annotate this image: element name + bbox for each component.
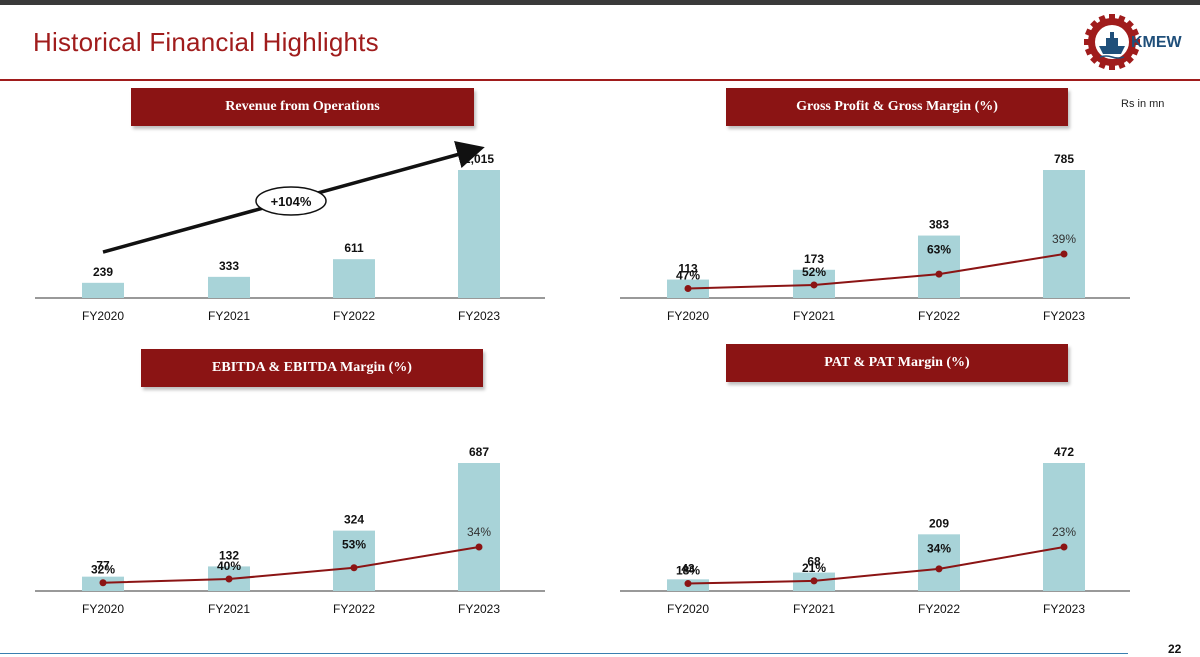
bar-value-label: 113: [678, 262, 698, 276]
margin-label: 18%: [676, 564, 700, 578]
top-bar: [0, 0, 1200, 5]
ship-icon: [1099, 32, 1125, 59]
logo-text: KMEW: [1131, 34, 1182, 51]
bar-value-label: 611: [344, 241, 364, 255]
margin-line: [687, 546, 1065, 585]
margin-point: [99, 579, 107, 587]
margin-label: 34%: [467, 525, 491, 539]
revenue-chart: FY2020 239 FY2021 333 FY2022 611 FY2023 2,015 +1…: [35, 141, 545, 323]
x-tick-label: FY2023: [1043, 309, 1085, 323]
bar-value-label: 324: [344, 513, 364, 527]
margin-label: 34%: [927, 541, 951, 555]
margin-line: [687, 253, 1065, 290]
bar-fy2023: [1043, 463, 1085, 591]
bar-value-label: 2,015: [464, 152, 494, 166]
bar-fy2022: [333, 530, 375, 591]
kmew-logo: [1084, 14, 1140, 70]
title-divider: [0, 79, 1200, 81]
x-tick-label: FY2023: [458, 309, 500, 323]
margin-label: 32%: [91, 563, 115, 577]
bar-value-label: 132: [219, 548, 239, 562]
x-tick-label: FY2021: [208, 602, 250, 616]
growth-label: +104%: [271, 194, 312, 209]
footer-divider: [0, 653, 1128, 654]
page-title: Historical Financial Highlights: [33, 27, 379, 57]
units-label: Rs in mn: [1121, 98, 1165, 110]
margin-label: 47%: [676, 269, 700, 283]
gross-profit-header: Gross Profit & Gross Margin (%): [726, 88, 1068, 126]
bar-value-label: 472: [1054, 445, 1074, 459]
bar-fy2023: [1043, 170, 1085, 298]
bar-fy2021: [208, 276, 250, 298]
bar-value-label: 173: [804, 252, 824, 266]
margin-point: [1060, 543, 1068, 551]
bar-value-label: 209: [929, 516, 949, 530]
growth-badge: [255, 186, 327, 216]
margin-point: [810, 577, 818, 585]
margin-point: [225, 575, 233, 583]
x-tick-label: FY2022: [918, 602, 960, 616]
bar-value-label: 43: [681, 561, 695, 575]
margin-point: [935, 270, 943, 278]
pat-header: PAT & PAT Margin (%): [726, 344, 1068, 382]
bar-value-label: 68: [807, 555, 821, 569]
bar-value-label: 239: [93, 265, 113, 279]
margin-label: 63%: [927, 243, 951, 257]
margin-point: [684, 580, 692, 588]
bar-value-label: 333: [219, 259, 239, 273]
margin-point: [1060, 250, 1068, 258]
margin-point: [684, 285, 692, 293]
margin-label: 23%: [1052, 525, 1076, 539]
bar-value-label: 687: [469, 445, 489, 459]
ebitda-header: EBITDA & EBITDA Margin (%): [141, 349, 483, 387]
margin-label: 40%: [217, 559, 241, 573]
margin-point: [810, 281, 818, 289]
margin-label: 53%: [342, 538, 366, 552]
bar-fy2020: [82, 282, 124, 298]
revenue-header: Revenue from Operations: [131, 88, 474, 126]
x-tick-label: FY2022: [333, 602, 375, 616]
gross-profit-chart: FY2020 113 FY2021 173 FY2022 383 FY2023 785 47% 5…: [620, 152, 1130, 323]
x-tick-label: FY2020: [667, 309, 709, 323]
bar-fy2022: [918, 534, 960, 591]
margin-point: [935, 565, 943, 573]
x-tick-label: FY2021: [208, 309, 250, 323]
margin-label: 21%: [802, 561, 826, 575]
x-tick-label: FY2022: [918, 309, 960, 323]
bar-value-label: 77: [96, 559, 110, 573]
x-tick-label: FY2020: [82, 602, 124, 616]
bar-fy2022: [918, 235, 960, 298]
x-tick-label: FY2020: [82, 309, 124, 323]
x-tick-label: FY2023: [458, 602, 500, 616]
bar-fy2022: [333, 259, 375, 298]
bar-fy2023: [458, 170, 500, 298]
margin-point: [350, 564, 358, 572]
x-tick-label: FY2021: [793, 602, 835, 616]
margin-label: 52%: [802, 265, 826, 279]
x-tick-label: FY2023: [1043, 602, 1085, 616]
margin-line: [102, 546, 480, 584]
bar-fy2023: [458, 463, 500, 591]
ebitda-chart: FY2020 77 FY2021 132 FY2022 324 FY2023 687 32% 40…: [35, 445, 545, 616]
page-number: 22: [1168, 642, 1182, 656]
bar-value-label: 383: [929, 218, 949, 232]
margin-label: 39%: [1052, 232, 1076, 246]
margin-point: [475, 543, 483, 551]
pat-chart: FY2020 43 FY2021 68 FY2022 209 FY2023 472 18% 21%…: [620, 445, 1130, 616]
x-tick-label: FY2021: [793, 309, 835, 323]
x-tick-label: FY2020: [667, 602, 709, 616]
x-tick-label: FY2022: [333, 309, 375, 323]
bar-value-label: 785: [1054, 152, 1074, 166]
